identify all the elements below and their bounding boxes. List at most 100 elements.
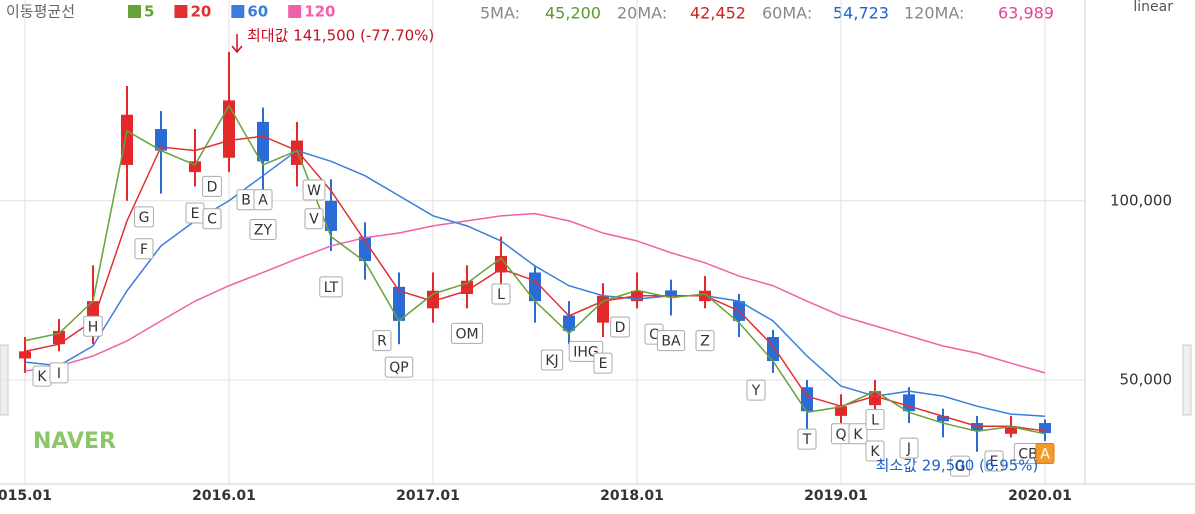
scale-label[interactable]: linear: [1133, 0, 1173, 15]
event-marker-label: A: [258, 193, 268, 209]
event-marker: CB: [1013, 443, 1043, 465]
candle-body: [359, 236, 371, 262]
event-marker-label: D: [207, 179, 218, 195]
legend-label: 120: [304, 3, 335, 21]
event-marker-label: LT: [324, 280, 339, 296]
x-tick-label: 2015.01: [0, 488, 52, 504]
legend-swatch: [128, 5, 141, 18]
watermark: NAVER: [33, 429, 116, 454]
event-marker-box: [865, 408, 885, 430]
event-marker-label: Z: [700, 334, 710, 350]
legend-swatch: [288, 5, 302, 18]
event-marker-box: [865, 440, 885, 462]
event-marker: LT: [319, 276, 343, 298]
ma-line: [24, 135, 1046, 432]
event-marker: IHG: [568, 340, 604, 362]
event-marker-label: R: [377, 334, 387, 350]
event-marker-label: Y: [751, 383, 761, 399]
event-marker-label: Q: [835, 427, 846, 443]
event-marker-box: [797, 428, 817, 450]
event-marker: E: [593, 352, 613, 374]
x-tick-label: 2019.01: [804, 488, 868, 504]
candle-body: [121, 114, 133, 165]
event-marker-box: [372, 330, 392, 352]
annotation-text: 최소값 29,500 (6.95%): [876, 457, 1039, 475]
event-marker-box: [899, 437, 919, 459]
event-marker: T: [797, 428, 817, 450]
event-marker: KJ: [540, 349, 564, 371]
candle-body: [257, 121, 269, 162]
ma-value: 45,200: [545, 4, 601, 23]
candle-body: [427, 290, 439, 309]
event-marker-label: L: [497, 287, 505, 303]
event-marker-label: KJ: [545, 353, 558, 369]
event-marker-label: K: [870, 444, 880, 460]
event-marker: QP: [384, 356, 414, 378]
event-marker-label: H: [88, 319, 99, 335]
event-marker-box: [202, 208, 222, 230]
event-marker-label: T: [802, 432, 812, 448]
candle-body: [665, 290, 677, 296]
event-marker: E: [984, 450, 1004, 472]
event-marker: L: [865, 408, 885, 430]
event-marker: Y: [746, 379, 766, 401]
event-marker: F: [134, 238, 154, 260]
annotation-text: 최대값 141,500 (-77.70%): [247, 26, 434, 44]
event-marker: W: [302, 179, 326, 201]
ma-label: 60MA:: [762, 4, 812, 23]
candle-body: [835, 406, 847, 416]
event-marker: K: [848, 423, 868, 445]
event-marker-box: [746, 379, 766, 401]
event-marker-box: [49, 362, 69, 384]
candle-body: [393, 286, 405, 321]
event-marker: G: [950, 455, 970, 477]
scroll-handle[interactable]: [1182, 344, 1192, 416]
event-marker-label: OM: [455, 326, 478, 342]
event-marker-label: G: [139, 210, 150, 226]
candle-body: [1005, 426, 1017, 434]
event-marker-label: F: [140, 242, 148, 258]
event-marker-box: [950, 455, 970, 477]
event-marker-box: [134, 238, 154, 260]
event-marker-box: [540, 349, 564, 371]
ma-line: [24, 104, 1046, 435]
event-marker: OM: [450, 322, 484, 344]
event-marker-box: [848, 423, 868, 445]
event-marker-box: [593, 352, 613, 374]
event-marker-label: B: [241, 193, 251, 209]
x-tick-label: 2017.01: [396, 488, 460, 504]
candle-body: [1039, 423, 1051, 434]
ma-value: 42,452: [690, 4, 746, 23]
candle-body: [903, 394, 915, 412]
legend-swatch: [174, 5, 188, 18]
header-title: 이동평균선: [6, 3, 75, 21]
candle-body: [801, 387, 813, 412]
candle-body: [19, 351, 31, 359]
event-marker-label: C: [207, 212, 217, 228]
event-marker: Q: [830, 423, 852, 445]
event-marker-box: [656, 330, 686, 352]
legend-label: 5: [144, 3, 154, 21]
event-marker-label: I: [57, 366, 61, 382]
event-marker-box: [984, 450, 1004, 472]
event-marker-box: [302, 179, 326, 201]
event-marker: B: [236, 189, 256, 211]
event-marker-label: ZY: [254, 222, 273, 238]
x-tick-label: 2018.01: [600, 488, 664, 504]
candle-body: [325, 200, 337, 231]
legend-label: 60: [247, 3, 268, 21]
candle-body: [937, 415, 949, 422]
candle-body: [223, 100, 235, 158]
event-marker: BA: [656, 330, 686, 352]
event-marker-box: [319, 276, 343, 298]
event-marker: H: [83, 315, 103, 337]
event-marker-label: J: [906, 441, 911, 457]
event-marker-box: [134, 206, 154, 228]
event-marker-box: [450, 322, 484, 344]
event-marker-box: [1035, 443, 1055, 465]
event-marker-box: [491, 283, 511, 305]
y-tick-label: 50,000: [1120, 371, 1173, 389]
ma-value: 54,723: [833, 4, 889, 23]
